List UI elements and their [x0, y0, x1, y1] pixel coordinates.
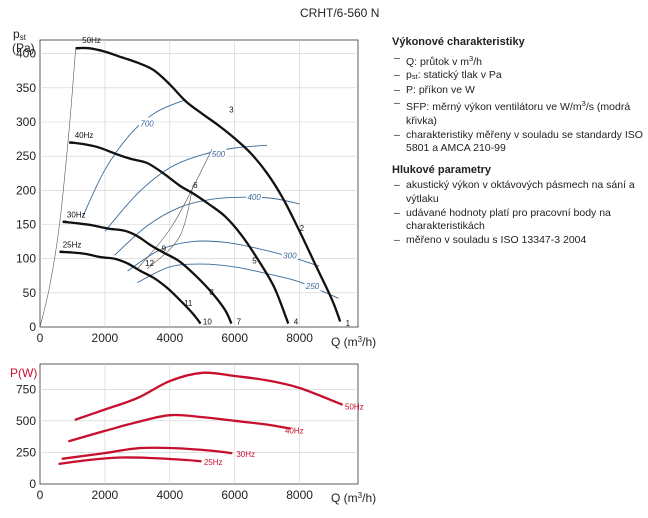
pressure-y-tick-label: 50: [23, 286, 37, 300]
operating-point-label: 11: [184, 299, 193, 308]
operating-point-label: 12: [145, 259, 154, 268]
sfp-curve-label-bg: [210, 148, 227, 160]
pressure-y-tick-label: 0: [29, 320, 36, 334]
legend-panel: Výkonové charakteristiky Q: průtok v m3/…: [392, 36, 644, 255]
sfp-curve-label: 300: [283, 251, 297, 260]
sfp-curve-label-bg: [304, 280, 321, 291]
pressure-x-tick-label: 8000: [286, 331, 313, 345]
power-curve-line: [61, 446, 233, 460]
pressure-x-tick-label: 0: [37, 331, 44, 345]
performance-item-power: P: příkon ve W: [392, 84, 644, 98]
power-chart: 0 2000 4000 6000 8000 0 250 500 750 P(W) Q (m3/h) 5…: [10, 363, 376, 505]
power-y-axis-label: P(W): [10, 366, 37, 380]
pressure-y-tick-label: 400: [16, 47, 36, 61]
power-y-tick-label: 0: [29, 477, 36, 491]
speed-curve-line: [75, 46, 342, 322]
operating-point-label: 4: [294, 318, 299, 327]
speed-curve-label: 25Hz: [63, 240, 82, 249]
sfp-curve-line: [81, 99, 187, 218]
operating-point-label: 10: [203, 318, 212, 327]
sfp-curve-line: [114, 196, 300, 256]
power-x-tick-label: 8000: [286, 488, 313, 502]
speed-curve-label: 30Hz: [67, 210, 86, 219]
pressure-y-tick-label: 300: [16, 115, 36, 129]
operating-point-label: 3: [229, 106, 234, 115]
sfp-curve-label-bg: [281, 249, 298, 261]
noise-title: Hlukové parametry: [392, 163, 492, 176]
speed-curve-line: [62, 220, 233, 325]
pressure-boundary-line: [39, 48, 76, 328]
power-x-tick-label: 0: [37, 488, 44, 502]
power-x-tick-label: 2000: [92, 488, 119, 502]
speed-curve-line: [69, 141, 290, 324]
power-curve-line: [74, 371, 343, 421]
sfp-curve-label: 400: [247, 193, 261, 202]
noise-item: udávané hodnoty platí pro pracovní body …: [392, 207, 644, 234]
power-curve-label: 40Hz: [285, 426, 304, 435]
power-x-tick-label: 4000: [156, 488, 183, 502]
pressure-y-tick-label: 250: [16, 149, 36, 163]
power-curve-label: 50Hz: [345, 402, 364, 411]
pressure-y-tick-label: 350: [16, 81, 36, 95]
operating-point-label: 2: [300, 224, 305, 233]
sfp-curve-label: 700: [140, 119, 154, 128]
speed-curve-label: 50Hz: [82, 36, 101, 45]
pressure-y-axis-unit: (Pa): [12, 41, 35, 55]
operating-point-label: 5: [252, 257, 257, 266]
pressure-plot-frame: [39, 39, 359, 328]
performance-title: Výkonové charakteristiky: [392, 36, 525, 48]
performance-item-standards: charakteristiky měřeny v souladu se stan…: [392, 129, 644, 156]
pressure-x-axis-label: Q (m3/h): [331, 335, 376, 349]
system-curve-line: [137, 149, 213, 270]
pressure-x-tick-label: 2000: [92, 331, 119, 345]
model-title: CRHT/6-560 N: [300, 6, 380, 20]
noise-item: akustický výkon v oktávových pásmech na …: [392, 179, 644, 206]
power-y-tick-label: 250: [16, 445, 36, 459]
operating-point-label: 8: [209, 288, 214, 297]
sfp-curve-line: [104, 144, 268, 232]
power-y-tick-label: 500: [16, 414, 36, 428]
sfp-curve-label: 250: [305, 282, 320, 291]
speed-curve-label: 40Hz: [75, 131, 94, 140]
power-curve-line: [68, 413, 292, 443]
sfp-curve-line: [137, 263, 339, 299]
sfp-curve-label: 500: [212, 150, 226, 159]
power-curve-label: 30Hz: [236, 450, 255, 459]
performance-list: Q: průtok v m3/h pst: statický tlak v Pa…: [392, 52, 644, 156]
pressure-y-tick-label: 150: [16, 218, 36, 232]
performance-item-pressure: pst: statický tlak v Pa: [392, 69, 644, 84]
pressure-x-tick-label: 4000: [156, 331, 183, 345]
power-curve-line: [58, 456, 202, 465]
pressure-x-tick-label: 6000: [221, 331, 248, 345]
operating-point-label: 7: [237, 318, 242, 327]
power-plot-frame: [39, 363, 359, 485]
operating-point-label: 1: [346, 319, 351, 328]
noise-list: akustický výkon v oktávových pásmech na …: [392, 179, 644, 247]
pressure-y-tick-label: 100: [16, 252, 36, 266]
performance-item-flow: Q: průtok v m3/h: [392, 52, 644, 70]
performance-item-sfp: SFP: měrný výkon ventilátoru ve W/m3/s (…: [392, 97, 644, 128]
operating-point-label: 9: [162, 244, 167, 253]
pressure-y-axis-label: pst: [13, 27, 27, 42]
pressure-y-tick-label: 200: [16, 183, 36, 197]
power-x-axis-label: Q (m3/h): [331, 491, 376, 505]
sfp-curve-label-bg: [139, 117, 156, 129]
noise-item: měřeno v souladu s ISO 13347-3 2004: [392, 234, 644, 248]
speed-curve-line: [59, 250, 202, 325]
power-x-tick-label: 6000: [221, 488, 248, 502]
sfp-curve-label-bg: [246, 191, 263, 203]
system-curve-line: [146, 184, 194, 270]
pressure-chart: 0 2000 4000 6000 8000 0 50 100 150 200 250 300 350 40…: [12, 27, 376, 349]
operating-point-label: 6: [193, 181, 198, 190]
power-y-tick-label: 750: [16, 382, 36, 396]
power-curve-label: 25Hz: [204, 458, 223, 467]
